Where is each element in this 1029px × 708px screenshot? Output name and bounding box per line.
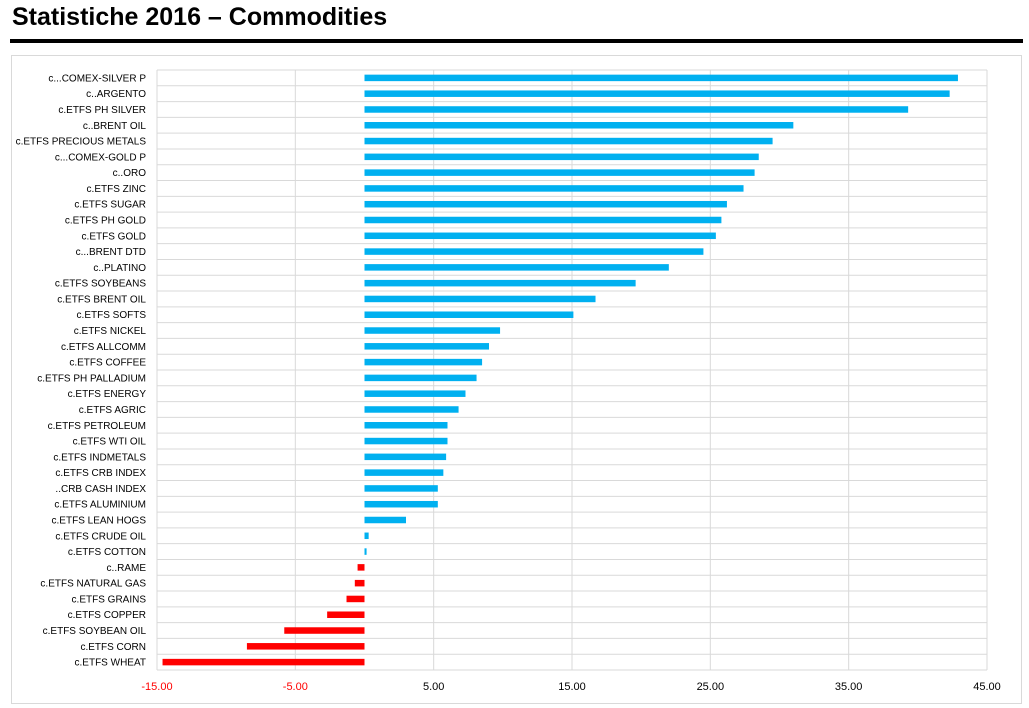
category-label: c.ETFS PH SILVER [58,105,146,116]
category-label: c..BRENT OIL [83,121,147,132]
page-title: Statistiche 2016 – Commodities [12,3,388,31]
category-label: c.ETFS ALLCOMM [61,342,146,353]
category-label: c.ETFS GOLD [82,231,146,242]
category-label: c.ETFS AGRIC [79,405,146,416]
bar [364,532,369,540]
category-label: c.ETFS COTTON [68,547,146,558]
category-label: c...COMEX-GOLD P [55,152,146,163]
category-label: c.ETFS PH PALLADIUM [37,373,146,384]
bar [364,453,447,461]
bar [364,264,669,271]
category-label: c.ETFS PETROLEUM [48,421,146,432]
x-tick-label: -5.00 [283,681,308,693]
bar [364,295,596,303]
category-label: c.ETFS WTI OIL [73,437,147,448]
category-label: ..CRB CASH INDEX [55,484,146,495]
bar [364,500,438,508]
category-label: c.ETFS INDMETALS [53,452,146,463]
bar [284,627,365,634]
category-labels: c...COMEX-SILVER P c..ARGENTO c.ETFS PH SI… [16,73,147,668]
bar [364,516,406,524]
bar [364,343,489,350]
category-label: c.ETFS ENERGY [68,389,147,400]
category-label: c.ETFS SOFTS [77,310,147,321]
bar [354,579,365,587]
bars [162,74,958,666]
bar [364,279,636,287]
category-label: c.ETFS WHEAT [75,658,146,669]
bar [364,327,501,334]
category-label: c.ETFS PH GOLD [65,216,146,227]
category-label: c.ETFS ALUMINIUM [54,500,146,511]
category-label: c.ETFS COFFEE [69,358,146,369]
category-label: c.ETFS COPPER [68,610,146,621]
category-label: c.ETFS CORN [80,642,146,653]
bar [364,437,448,445]
chart-frame [11,55,1022,704]
category-label: c..PLATINO [93,263,146,274]
bar [364,311,574,318]
bar [364,232,716,240]
category-label: c.ETFS PRECIOUS METALS [16,137,147,148]
bar [364,153,759,161]
bar [364,200,727,208]
category-label: c.ETFS BRENT OIL [57,294,146,305]
bar [162,658,365,666]
bar [364,106,909,113]
category-label: c..ARGENTO [86,89,146,100]
bar [364,548,367,555]
category-label: c.ETFS SOYBEANS [55,279,146,290]
bar [364,216,722,224]
x-tick-label: 15.00 [558,681,586,693]
category-label: c.ETFS ZINC [87,184,146,195]
x-tick-label: 25.00 [697,681,725,693]
bar [364,169,755,176]
bar [364,137,773,145]
x-tick-label: 35.00 [835,681,863,693]
x-tick-label: 45.00 [973,681,1001,693]
bar [327,611,365,618]
bar [357,564,365,571]
category-label: c...BRENT DTD [76,247,146,258]
bar [364,248,704,255]
x-tick-label: 5.00 [423,681,444,693]
category-label: c.ETFS SOYBEAN OIL [43,626,147,637]
category-label: c.ETFS GRAINS [72,594,147,605]
bar [364,469,444,476]
bar [364,422,448,429]
bar [364,374,477,382]
category-label: c..ORO [113,168,147,179]
gridlines [156,69,988,671]
category-label: c...COMEX-SILVER P [48,73,146,84]
bar [364,74,958,82]
title-underline [10,39,1023,43]
x-axis-tick-labels: -15.00 -5.00 5.00 15.00 25.00 35.00 45.00 [141,681,1000,693]
bar [364,358,483,366]
bar [364,485,438,492]
bar [364,390,466,397]
category-label: c.ETFS SUGAR [74,200,146,211]
bar [364,185,744,192]
bar [246,643,365,650]
category-label: c.ETFS CRUDE OIL [55,531,146,542]
category-label: c..RAME [107,563,147,574]
x-tick-label: -15.00 [141,681,172,693]
category-label: c.ETFS CRB INDEX [55,468,146,479]
category-label: c.ETFS NATURAL GAS [40,579,146,590]
bar [364,122,794,129]
bar [364,406,459,413]
bar [364,90,950,97]
category-label: c.ETFS LEAN HOGS [52,516,147,527]
bar [346,595,365,603]
category-label: c.ETFS NICKEL [74,326,147,337]
